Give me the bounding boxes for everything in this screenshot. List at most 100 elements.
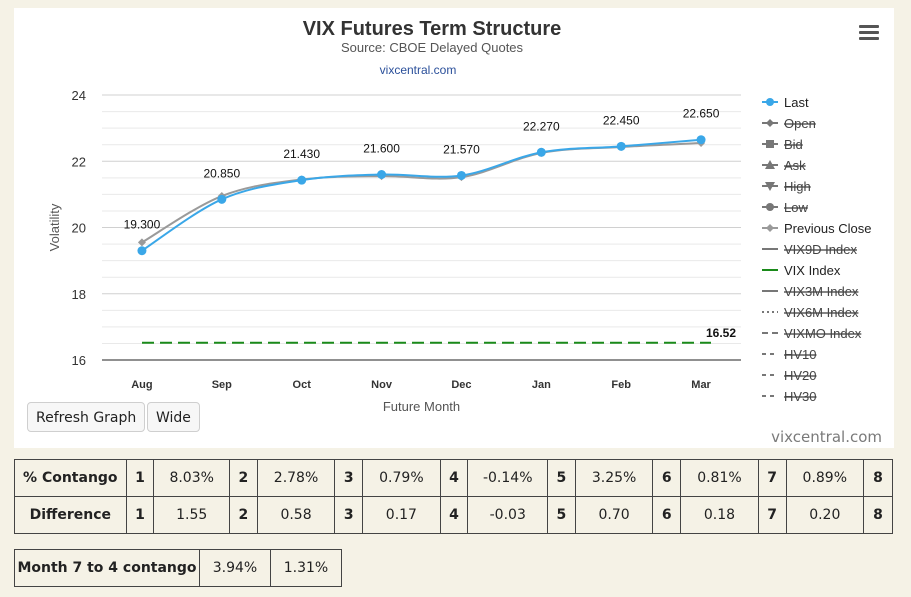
last-point <box>616 141 626 151</box>
data-label: 21.430 <box>283 147 320 161</box>
legend-item[interactable]: HV20 <box>784 368 817 383</box>
chart-title: VIX Futures Term Structure <box>303 18 562 40</box>
legend-item[interactable]: VIXMO Index <box>784 326 862 341</box>
legend-item[interactable]: Ask <box>784 158 806 173</box>
month-index: 1 <box>125 496 155 534</box>
x-tick-label: Aug <box>131 379 152 391</box>
table-cell: 0.58 <box>256 496 336 534</box>
chart-panel: VIX Futures Term Structure Source: CBOE D… <box>14 8 894 448</box>
month-index: 6 <box>652 459 682 497</box>
legend-item[interactable]: Last <box>784 95 809 110</box>
y-tick-label: 20 <box>72 221 86 236</box>
y-tick-label: 24 <box>72 88 86 103</box>
legend-item[interactable]: VIX Index <box>784 263 841 278</box>
data-label: 22.270 <box>523 119 560 133</box>
month-contango-table: Month 7 to 4 contango 3.94% 1.31% <box>14 549 342 587</box>
x-tick-label: Mar <box>691 379 711 391</box>
month-index: 6 <box>652 496 682 534</box>
table-cell: -0.14% <box>467 459 549 497</box>
table-cell: 0.89% <box>785 459 865 497</box>
last-point <box>456 170 466 180</box>
month-contango-label: Month 7 to 4 contango <box>14 549 200 587</box>
data-label: 20.850 <box>203 166 240 180</box>
y-tick-label: 18 <box>72 287 86 302</box>
y-tick-label: 22 <box>72 154 86 169</box>
wide-button[interactable]: Wide <box>147 402 200 432</box>
table-row: Month 7 to 4 contango 3.94% 1.31% <box>14 549 342 587</box>
x-tick-label: Jan <box>532 379 551 391</box>
month-index: 3 <box>334 496 364 534</box>
month-index: 2 <box>228 459 258 497</box>
legend-item[interactable]: VIX6M Index <box>784 305 859 320</box>
table-cell: 2.78% <box>256 459 336 497</box>
data-label: 21.600 <box>363 142 400 156</box>
contango-table: % Contango 1 8.03% 2 2.78% 3 0.79% 4 -0.14% 5 3.25… <box>14 459 893 534</box>
credit-text: vixcentral.com <box>771 428 882 446</box>
y-tick-label: 16 <box>72 353 86 368</box>
table-row: % Contango 1 8.03% 2 2.78% 3 0.79% 4 -0.14% 5 3.25… <box>14 459 893 497</box>
legend-item[interactable]: Low <box>784 200 808 215</box>
table-cell: 8.03% <box>153 459 230 497</box>
month-index: 5 <box>547 496 576 534</box>
table-cell: 0.20 <box>785 496 865 534</box>
table-cell: 0.79% <box>362 459 441 497</box>
x-tick-label: Dec <box>451 379 471 391</box>
month-index: 1 <box>125 459 155 497</box>
table-cell: 0.17 <box>362 496 441 534</box>
x-tick-label: Nov <box>371 379 393 391</box>
source-link[interactable]: vixcentral.com <box>380 63 457 77</box>
table-cell: 1.55 <box>153 496 230 534</box>
month-index: 5 <box>547 459 576 497</box>
last-point <box>137 246 147 256</box>
month-index: 4 <box>439 496 469 534</box>
refresh-graph-button[interactable]: Refresh Graph <box>27 402 146 432</box>
legend-symbol <box>766 224 774 232</box>
table-row: Difference 1 1.55 2 0.58 3 0.17 4 -0.03 5 0.70 6 0.1… <box>14 496 893 534</box>
month-index: 4 <box>439 459 469 497</box>
month-index: 8 <box>863 459 893 497</box>
legend-item[interactable]: Previous Close <box>784 221 871 236</box>
x-tick-label: Feb <box>611 379 631 391</box>
table-cell: -0.03 <box>467 496 549 534</box>
data-label: 19.300 <box>124 218 161 232</box>
month-index: 3 <box>334 459 364 497</box>
last-point <box>536 147 546 157</box>
table-cell: 0.81% <box>680 459 759 497</box>
last-point <box>297 175 307 185</box>
month-index: 8 <box>863 496 893 534</box>
y-axis-label: Volatility <box>47 203 62 251</box>
x-tick-label: Sep <box>212 379 232 391</box>
data-label: 22.450 <box>603 113 640 127</box>
legend-item[interactable]: VIX9D Index <box>784 242 857 257</box>
legend-symbol <box>766 203 774 211</box>
legend-item[interactable]: High <box>784 179 811 194</box>
x-axis-label: Future Month <box>383 399 460 414</box>
legend-symbol <box>766 119 774 127</box>
legend-symbol <box>765 182 775 191</box>
legend-symbol <box>765 160 775 169</box>
last-point <box>217 194 227 204</box>
legend-item[interactable]: HV10 <box>784 347 817 362</box>
month-index: 2 <box>228 496 258 534</box>
legend-item[interactable]: Bid <box>784 137 803 152</box>
legend-item[interactable]: Open <box>784 116 816 131</box>
menu-icon[interactable] <box>857 22 881 44</box>
legend-item[interactable]: HV30 <box>784 389 817 404</box>
month-index: 7 <box>757 496 787 534</box>
table-cell: 0.18 <box>680 496 759 534</box>
chart-subtitle: Source: CBOE Delayed Quotes <box>341 40 524 55</box>
x-tick-label: Oct <box>293 379 312 391</box>
data-label: 22.650 <box>683 107 720 121</box>
table-cell: 0.70 <box>574 496 654 534</box>
last-point <box>696 135 706 145</box>
month-contango-value: 1.31% <box>270 549 342 587</box>
last-point <box>377 170 387 179</box>
vix-index-data-label: 16.52 <box>706 326 736 340</box>
table-cell: 3.25% <box>574 459 654 497</box>
month-index: 7 <box>757 459 787 497</box>
data-label: 21.570 <box>443 142 480 156</box>
legend-item[interactable]: VIX3M Index <box>784 284 859 299</box>
row-label: % Contango <box>14 459 127 497</box>
row-label: Difference <box>14 496 127 534</box>
